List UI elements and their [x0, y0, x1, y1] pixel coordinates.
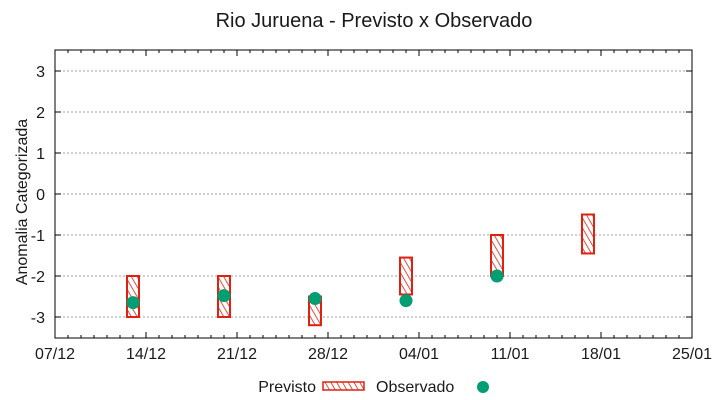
x-tick-label: 21/12	[217, 346, 257, 363]
observado-series	[126, 269, 504, 310]
forecast-range-box	[581, 213, 595, 255]
y-tick-label: -2	[31, 269, 45, 286]
y-tick-label: -3	[31, 310, 45, 327]
observed-point	[308, 292, 322, 306]
legend-swatch-observado	[477, 381, 489, 393]
observed-point	[490, 269, 504, 283]
legend-label-observado: Observado	[376, 379, 454, 396]
y-tick-label: 1	[36, 146, 45, 163]
x-tick-label: 04/01	[399, 346, 439, 363]
y-tick-label: 0	[36, 187, 45, 204]
legend-swatch-previsto	[322, 381, 365, 391]
legend: Previsto Observado	[258, 379, 489, 396]
y-tick-label: 3	[36, 64, 45, 81]
observed-point	[399, 294, 413, 308]
forecast-range-box	[399, 256, 413, 296]
x-axis: 07/12 14/12 21/12 28/12 04/01 11/01 18/01 25/01	[35, 50, 712, 363]
y-axis-label: Anomalia Categorizada	[14, 119, 31, 285]
y-tick-label: -1	[31, 228, 45, 245]
x-tick-label: 14/12	[126, 346, 166, 363]
x-tick-label: 11/01	[491, 346, 530, 363]
previsto-series	[126, 213, 595, 327]
y-tick-label: 2	[36, 105, 45, 122]
observed-point	[126, 296, 140, 310]
y-axis: 3 2 1 0 -1 -2 -3	[31, 64, 692, 327]
legend-label-previsto: Previsto	[258, 379, 316, 396]
chart-title: Rio Juruena - Previsto x Observado	[216, 10, 533, 32]
gridlines	[55, 70, 692, 318]
x-tick-label: 18/01	[581, 346, 621, 363]
x-tick-label: 28/12	[308, 346, 348, 363]
observed-point	[217, 289, 231, 303]
x-tick-label: 25/01	[672, 346, 712, 363]
x-tick-label: 07/12	[35, 346, 75, 363]
